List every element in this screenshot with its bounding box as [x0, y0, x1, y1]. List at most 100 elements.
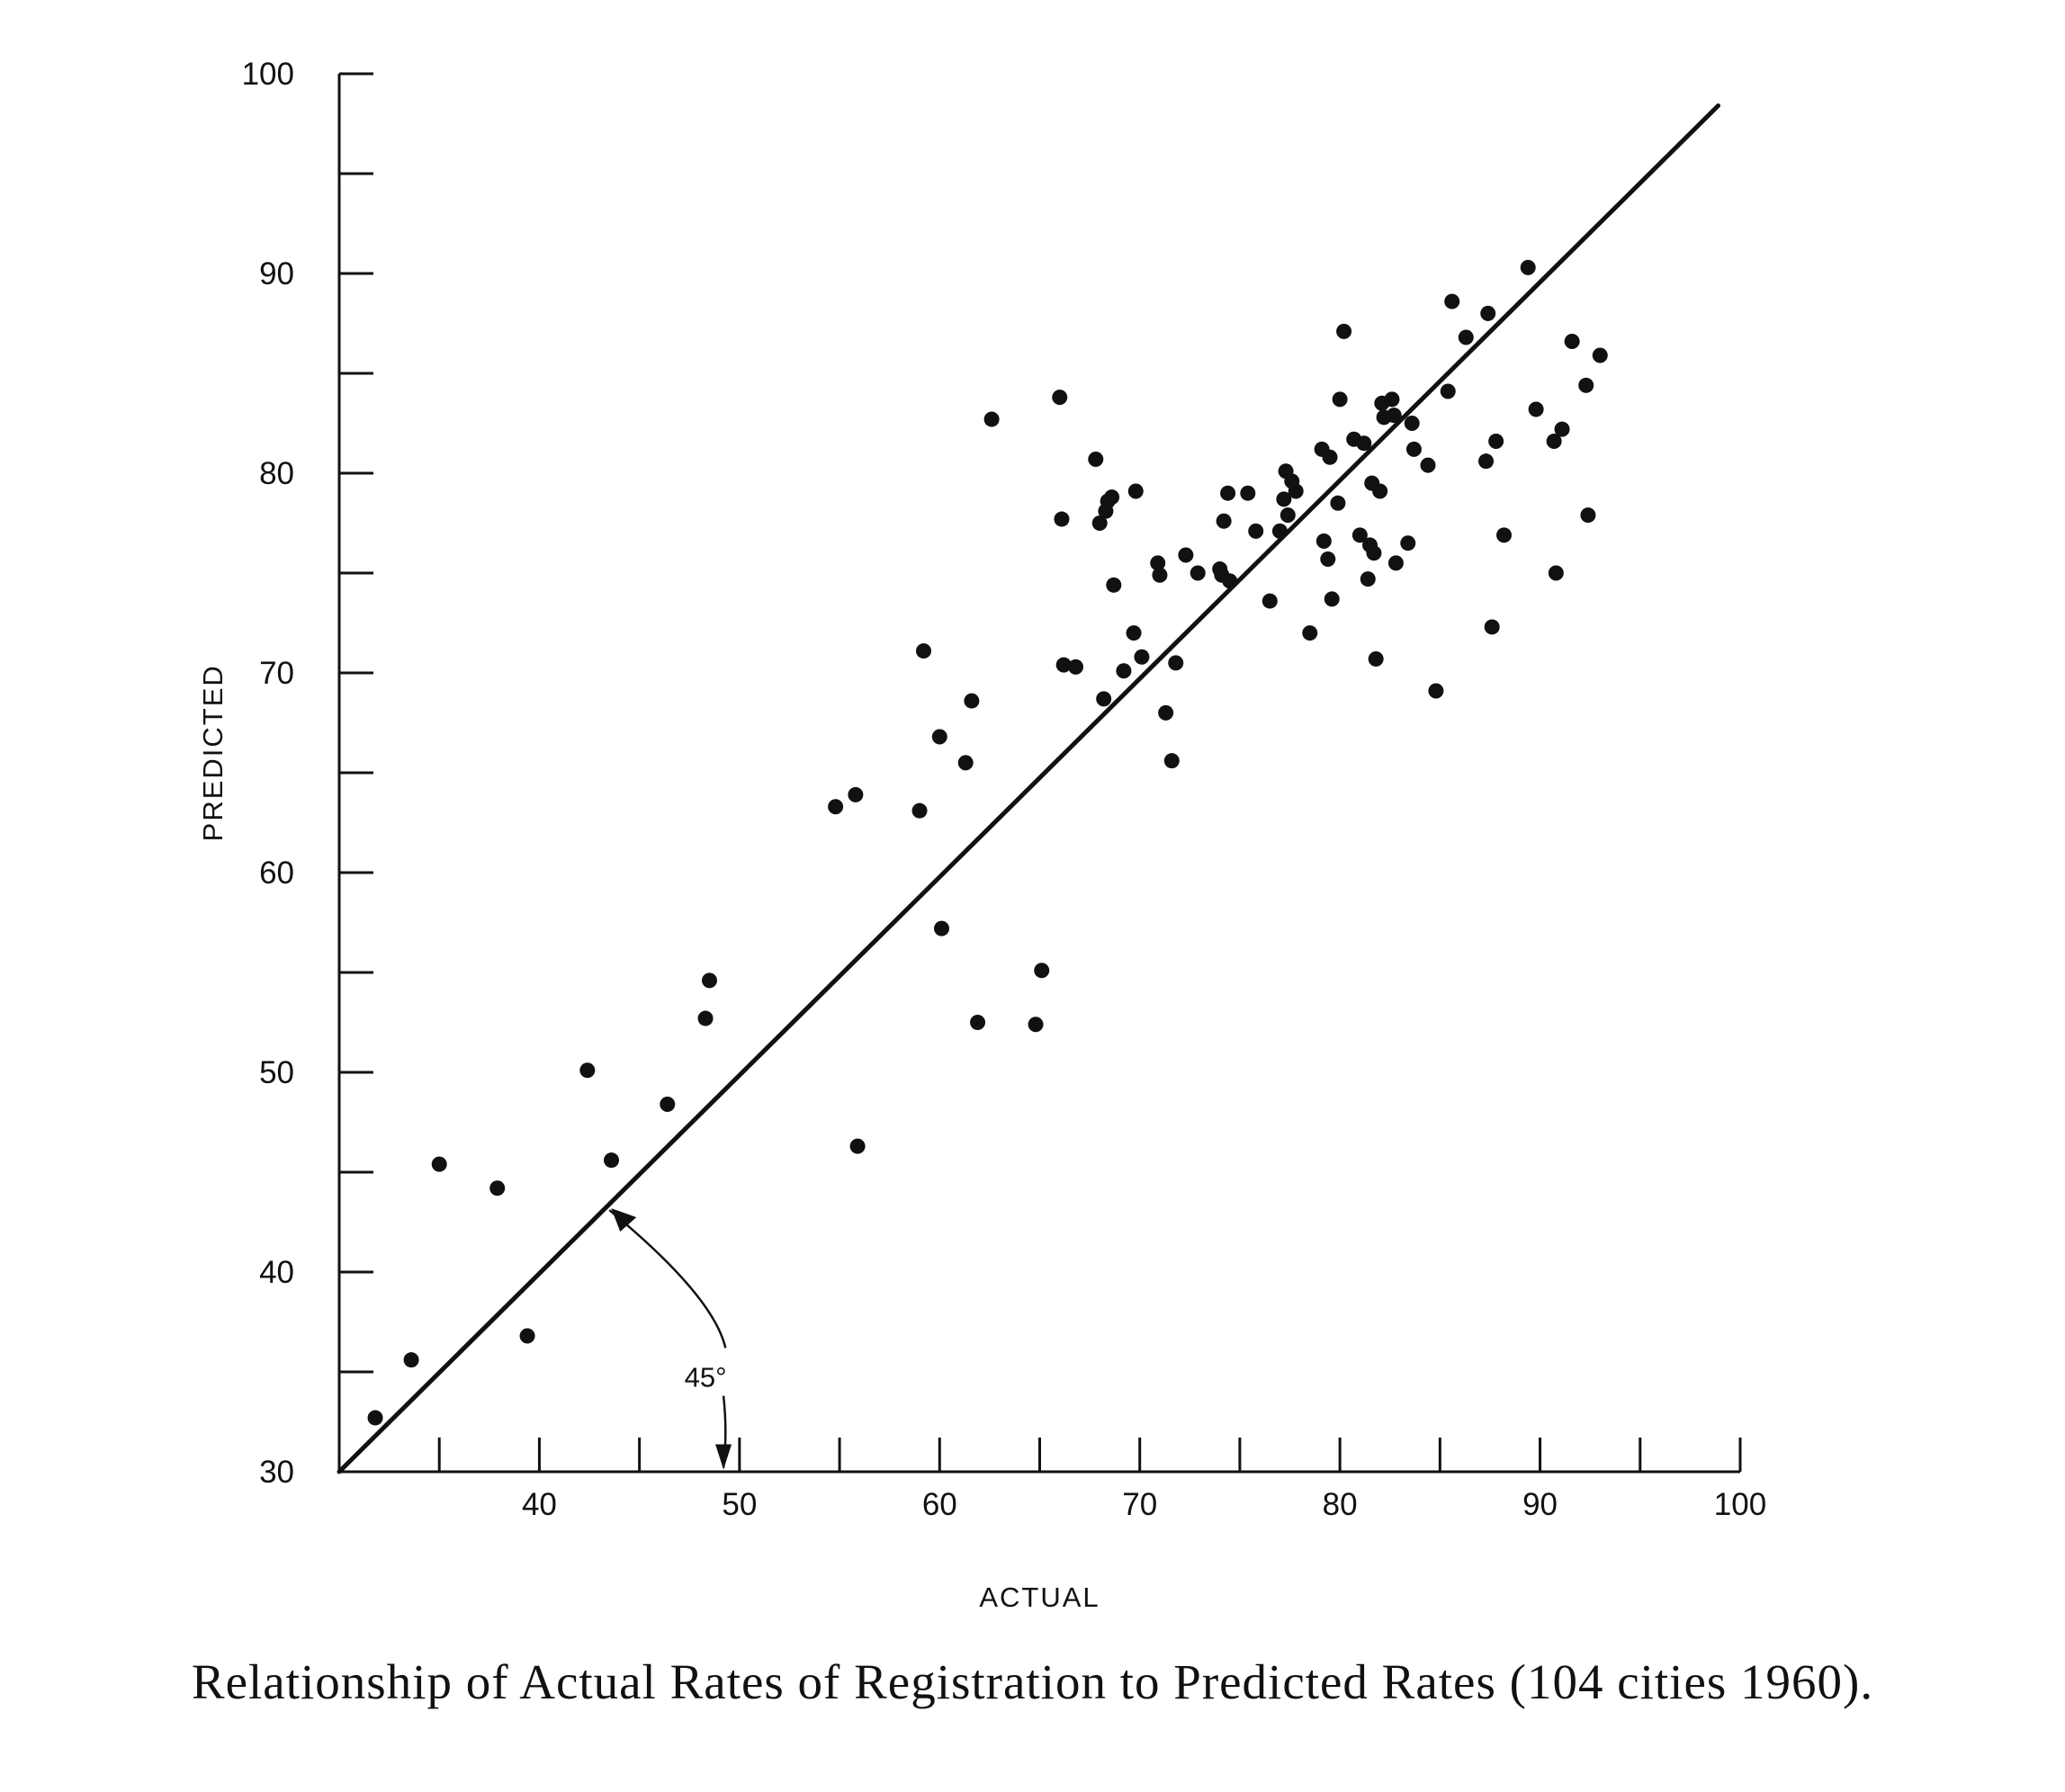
data-point [519, 1328, 535, 1344]
data-point [1332, 391, 1348, 408]
data-point [1127, 483, 1144, 499]
data-point [1528, 401, 1544, 417]
data-point [1554, 421, 1570, 437]
data-point [970, 1015, 986, 1030]
data-point [1484, 619, 1500, 635]
data-point [1190, 565, 1206, 581]
data-point [1034, 963, 1050, 979]
data-point [1324, 591, 1340, 607]
x-tick-label: 80 [1323, 1487, 1358, 1522]
y-tick-label: 50 [259, 1055, 294, 1090]
data-point [1351, 527, 1368, 543]
y-tick-label: 70 [259, 656, 294, 691]
data-point [1336, 323, 1352, 339]
data-point [1400, 535, 1416, 551]
data-point [1271, 523, 1288, 539]
y-axis-title: PREDICTED [197, 664, 229, 841]
data-point [1152, 567, 1168, 583]
axes: 30 40 50 60 70 80 90 100 40 50 60 70 80 90 100 [242, 57, 1767, 1522]
data-point [931, 729, 947, 745]
x-tick-label: 100 [1714, 1487, 1766, 1522]
x-tick-label: 50 [722, 1487, 757, 1522]
data-point [1405, 441, 1422, 457]
data-point [1372, 483, 1388, 499]
data-point [1178, 547, 1194, 563]
arrowhead-lower [715, 1444, 732, 1470]
data-point [911, 802, 928, 819]
data-point [983, 411, 1000, 427]
data-point [1322, 449, 1338, 465]
data-point [1055, 657, 1072, 673]
data-point [849, 1138, 866, 1154]
data-point [1158, 704, 1174, 721]
data-point [1356, 435, 1372, 452]
data-point [1150, 555, 1166, 571]
x-tick-label: 40 [522, 1487, 557, 1522]
data-point [934, 920, 950, 936]
data-point [1578, 377, 1594, 393]
data-point [489, 1180, 506, 1196]
data-point [1387, 555, 1404, 571]
data-point [828, 799, 844, 815]
data-point [1091, 515, 1108, 531]
data-point [1302, 625, 1318, 641]
data-point [1028, 1017, 1044, 1033]
data-point [1220, 485, 1236, 501]
x-tick-label: 70 [1122, 1487, 1157, 1522]
data-point [1496, 527, 1513, 543]
data-point [701, 972, 717, 989]
x-tick-label: 60 [922, 1487, 957, 1522]
data-point [1580, 507, 1596, 524]
data-point [1386, 408, 1402, 424]
data-point [604, 1152, 620, 1169]
data-point [1488, 433, 1504, 449]
data-point [431, 1156, 447, 1172]
data-point [1222, 573, 1238, 589]
y-tick-label: 90 [259, 256, 294, 291]
y-tick-label: 40 [259, 1255, 294, 1290]
data-point [1564, 333, 1580, 349]
data-point [660, 1097, 676, 1113]
reference-line-group [337, 103, 1721, 1474]
data-point [1068, 659, 1084, 675]
y-tick-label: 30 [259, 1455, 294, 1490]
data-point [697, 1010, 714, 1026]
data-point [1315, 533, 1332, 549]
data-point [1052, 390, 1068, 406]
data-point [403, 1352, 419, 1368]
data-point [1261, 593, 1278, 609]
data-point [1163, 753, 1180, 769]
data-point [1592, 347, 1608, 363]
angle-label: 45° [685, 1361, 727, 1393]
data-point [1279, 507, 1296, 524]
data-point [1420, 457, 1436, 473]
data-point [964, 693, 980, 709]
data-point [1216, 513, 1232, 529]
data-point [1478, 453, 1495, 470]
x-tick-label: 90 [1522, 1487, 1558, 1522]
data-point [1360, 571, 1376, 587]
data-point [1126, 625, 1142, 641]
data-points [367, 259, 1608, 1426]
data-point [367, 1410, 383, 1426]
data-point [1458, 329, 1474, 345]
data-point [1404, 416, 1420, 431]
data-point [848, 786, 864, 802]
data-point [1384, 391, 1400, 408]
x-axis-title: ACTUAL [979, 1581, 1100, 1613]
data-point [915, 643, 931, 659]
arrowhead-upper [611, 1208, 637, 1232]
data-point [1096, 691, 1112, 707]
data-point [1106, 577, 1122, 593]
data-point [1134, 649, 1150, 665]
data-point [1116, 663, 1132, 679]
data-point [1288, 483, 1304, 499]
data-point [1520, 259, 1536, 275]
data-point [1168, 655, 1184, 671]
reference-line [337, 103, 1721, 1474]
data-point [1444, 293, 1460, 309]
data-point [1240, 485, 1256, 501]
data-point [1548, 565, 1564, 581]
